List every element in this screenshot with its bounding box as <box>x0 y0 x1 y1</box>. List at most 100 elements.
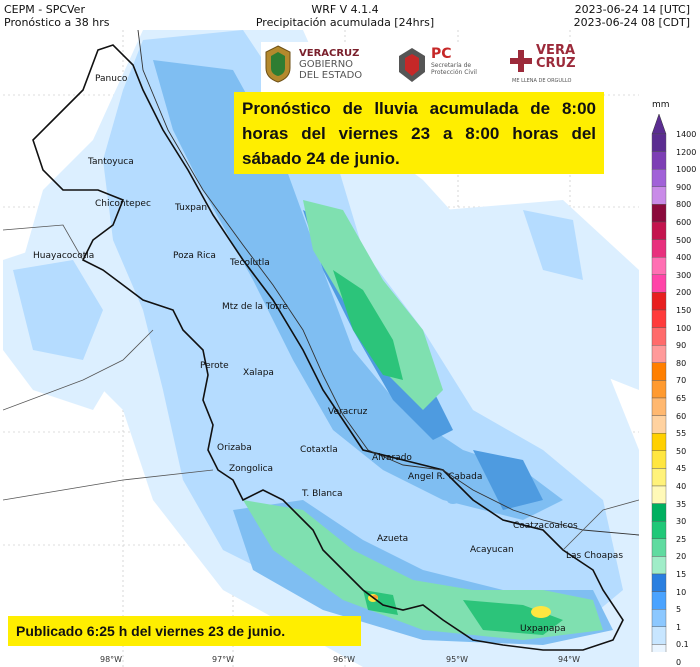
city-label: Las Choapas <box>566 551 624 561</box>
city-label: Xalapa <box>243 368 274 378</box>
legend-swatch <box>651 538 667 557</box>
coat-of-arms-icon <box>265 45 291 83</box>
legend-level-label: 90 <box>676 341 687 351</box>
lon-label: 97°W <box>212 655 235 664</box>
valid-time-utc: 2023-06-24 14 [UTC] <box>574 3 690 16</box>
coastline <box>137 30 639 536</box>
logo-text: PC <box>431 46 452 62</box>
city-label: Uxpanapa <box>520 624 566 634</box>
product-title: Precipitación acumulada [24hrs] <box>255 16 435 29</box>
legend-swatch <box>651 556 667 575</box>
logo-text: GOBIERNO <box>299 59 354 70</box>
city-label: Cotaxtla <box>300 445 338 455</box>
legend-swatch <box>651 221 667 240</box>
legend-swatch <box>651 133 667 152</box>
legend-level-label: 15 <box>676 570 687 579</box>
pc-emblem-icon <box>399 48 425 82</box>
legend-swatch <box>651 327 667 346</box>
proteccion-civil-logo: PC Secretaría de Protección Civil <box>395 42 490 92</box>
lon-label: 94°W <box>558 655 581 664</box>
legend-level-label: 900 <box>676 182 692 192</box>
legend-level-label: 70 <box>676 376 687 386</box>
logo-tagline: ME LLENA DE ORGULLO <box>512 78 572 84</box>
legend-level-label: 25 <box>676 534 687 544</box>
legend-swatch <box>651 169 667 188</box>
legend-swatch <box>651 485 667 504</box>
legend-level-label: 1 <box>676 622 682 632</box>
legend-swatch <box>651 362 667 381</box>
legend-level-label: 10 <box>676 587 687 597</box>
legend-swatch <box>651 644 667 652</box>
legend-swatch <box>651 309 667 328</box>
city-label: Zongolica <box>229 464 274 474</box>
precip-legend: mm 1400 1200 1000 900 800 600 500 400 300 200 150 1… <box>644 100 700 667</box>
city-label: Coatzacoalcos <box>513 521 578 531</box>
lon-label: 96°W <box>333 655 356 664</box>
lake <box>447 496 459 504</box>
city-label: Veracruz <box>328 407 368 417</box>
legend-level-label: 55 <box>676 429 687 439</box>
legend-swatch <box>651 344 667 363</box>
legend-swatch <box>651 521 667 540</box>
city-label: Tecolutla <box>230 258 270 268</box>
published-banner: Publicado 6:25 h del viernes 23 de junio… <box>8 616 361 646</box>
model-version: WRF V 4.1.4 <box>311 3 379 16</box>
logo-text: DEL ESTADO <box>299 70 363 81</box>
legend-unit: mm <box>652 100 670 110</box>
legend-level-label: 50 <box>676 446 687 456</box>
legend-level-label: 45 <box>676 464 687 474</box>
header-center: WRF V 4.1.4 Precipitación acumulada [24h… <box>220 3 470 29</box>
legend-swatch <box>651 433 667 452</box>
lon-label: 98°W <box>100 655 123 664</box>
legend-swatch <box>651 380 667 399</box>
precip-green-heavy <box>333 270 563 635</box>
logo-text: VERA <box>536 43 576 58</box>
city-label: Orizaba <box>217 443 252 453</box>
cross-pattern-icon <box>510 50 532 72</box>
city-label: Perote <box>200 361 229 371</box>
legend-swatch <box>651 186 667 205</box>
legend-swatch <box>651 591 667 610</box>
legend-swatch <box>651 626 667 645</box>
vera-cruz-logo: VERA CRUZ ME LLENA DE ORGULLO <box>508 42 593 92</box>
model-source: CEPM - SPCVer <box>4 3 85 16</box>
legend-swatch <box>651 397 667 416</box>
legend-level-label: 300 <box>676 270 692 280</box>
logo-text: Secretaría de <box>431 62 472 69</box>
legend-level-label: 0 <box>676 658 682 667</box>
veracruz-gobierno-logo: VERACRUZ GOBIERNO DEL ESTADO <box>261 42 371 92</box>
legend-level-label: 1000 <box>676 165 697 175</box>
legend-colorbar <box>651 113 667 652</box>
header-right: 2023-06-24 14 [UTC] 2023-06-24 08 [CDT] <box>574 3 690 29</box>
legend-level-label: 80 <box>676 358 687 368</box>
legend-level-label: 35 <box>676 499 687 509</box>
logo-text: CRUZ <box>536 56 576 71</box>
legend-level-label: 600 <box>676 218 692 227</box>
city-label: Alvarado <box>372 453 412 463</box>
legend-swatch <box>651 415 667 434</box>
state-borders <box>3 224 639 551</box>
legend-swatch <box>651 573 667 592</box>
legend-swatch <box>651 274 667 293</box>
city-label: Chicontepec <box>95 199 151 209</box>
lon-label: 95°W <box>446 655 469 664</box>
legend-level-label: 40 <box>676 482 687 491</box>
legend-swatch <box>651 239 667 258</box>
city-label: Tuxpan <box>175 203 208 213</box>
legend-level-label: 20 <box>676 552 687 562</box>
logo-text: VERACRUZ <box>299 48 360 59</box>
city-label: Acayucan <box>470 545 514 555</box>
legend-swatch <box>651 292 667 311</box>
city-label: Poza Rica <box>173 251 216 261</box>
legend-cap <box>651 113 667 135</box>
legend-swatch <box>651 151 667 170</box>
legend-level-label: 1400 <box>676 130 697 139</box>
legend-level-label: 60 <box>676 411 687 421</box>
valid-time-cdt: 2023-06-24 08 [CDT] <box>573 16 690 29</box>
header-left: CEPM - SPCVer Pronóstico a 38 hrs <box>4 3 109 29</box>
city-label: Angel R. Cabada <box>408 472 483 482</box>
veracruz-state-outline <box>32 44 624 651</box>
legend-level-label: 65 <box>676 394 687 403</box>
legend-level-label: 150 <box>676 306 692 315</box>
legend-level-label: 1200 <box>676 147 697 157</box>
